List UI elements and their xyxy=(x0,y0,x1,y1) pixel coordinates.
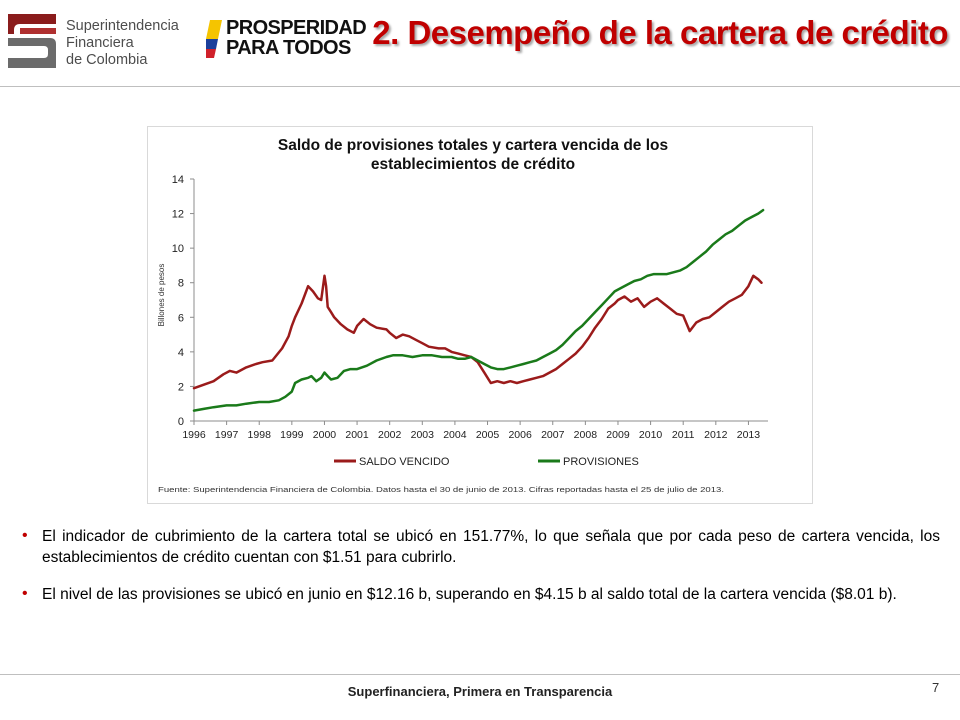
bullet-item: • El nivel de las provisiones se ubicó e… xyxy=(20,584,940,605)
x-tick-label: 2012 xyxy=(704,429,728,441)
x-tick-label: 2001 xyxy=(345,429,369,441)
prosperidad-line-1: PROSPERIDAD xyxy=(226,17,367,39)
x-tick-label: 2003 xyxy=(411,429,435,441)
chart-legend: SALDO VENCIDO PROVISIONES xyxy=(334,456,639,468)
prosperidad-line-2: PARA TODOS xyxy=(226,37,351,59)
chart-title-line-1: Saldo de provisiones totales y cartera v… xyxy=(278,137,668,154)
series-line-saldo-vencido xyxy=(192,274,763,390)
footer-tagline: Superfinanciera, Primera en Transparenci… xyxy=(347,684,613,699)
y-tick-label: 14 xyxy=(172,174,184,186)
x-tick-label: 2007 xyxy=(541,429,565,441)
x-tick-label: 2002 xyxy=(378,429,402,441)
y-tick-label: 2 xyxy=(178,381,184,393)
bullet-text: El nivel de las provisiones se ubicó en … xyxy=(42,586,897,603)
x-tick-label: 2010 xyxy=(639,429,663,441)
series-lines xyxy=(192,208,765,412)
bullet-text: El indicador de cubrimiento de la carter… xyxy=(42,528,940,566)
chart-container: Saldo de provisiones totales y cartera v… xyxy=(147,126,813,504)
y-tick-label: 0 xyxy=(178,416,184,428)
bullet-item: • El indicador de cubrimiento de la cart… xyxy=(20,526,940,568)
bullet-list: • El indicador de cubrimiento de la cart… xyxy=(20,526,940,621)
prosperidad-logo: PROSPERIDAD PARA TODOS xyxy=(206,18,376,60)
line-chart: Saldo de provisiones totales y cartera v… xyxy=(157,137,768,494)
y-tick-label: 4 xyxy=(178,347,184,359)
superintendencia-logo: Superintendencia Financiera de Colombia xyxy=(6,12,196,70)
footer-divider xyxy=(0,674,960,675)
x-tick-label: 2000 xyxy=(313,429,337,441)
x-tick-label: 2008 xyxy=(574,429,598,441)
bullet-icon: • xyxy=(22,527,28,544)
prosperidad-logo-text: PROSPERIDAD PARA TODOS xyxy=(226,17,367,59)
page-number: 7 xyxy=(932,680,940,695)
logo-line-2: Financiera xyxy=(66,35,134,51)
title-divider xyxy=(0,86,960,87)
x-tick-label: 2011 xyxy=(672,429,695,441)
colombia-flag-icon xyxy=(206,20,222,58)
x-tick-label: 2005 xyxy=(476,429,500,441)
y-axis-label: Billones de pesos xyxy=(157,264,166,327)
header: Superintendencia Financiera de Colombia … xyxy=(0,0,960,88)
y-tick-label: 12 xyxy=(172,209,184,221)
y-tick-label: 6 xyxy=(178,312,184,324)
x-tick-label: 1998 xyxy=(248,429,272,441)
x-tick-label: 2009 xyxy=(606,429,630,441)
logo-line-3: de Colombia xyxy=(66,52,148,68)
series-line-provisiones xyxy=(192,208,765,412)
x-tick-label: 1999 xyxy=(280,429,304,441)
bullet-icon: • xyxy=(22,585,28,602)
legend-label-provisiones: PROVISIONES xyxy=(563,456,639,468)
axes: 0 2 4 6 8 10 12 14 1996 1997 1998 1999 2000 2001 2002 2… xyxy=(172,174,768,441)
x-tick-label: 2004 xyxy=(443,429,467,441)
x-tick-label: 2013 xyxy=(737,429,761,441)
x-tick-label: 2006 xyxy=(508,429,532,441)
superintendencia-logo-mark xyxy=(8,14,56,68)
chart-source-note: Fuente: Superintendencia Financiera de C… xyxy=(158,487,724,494)
logo-line-1: Superintendencia xyxy=(66,18,179,34)
x-tick-label: 1996 xyxy=(182,429,206,441)
slide-title: 2. Desempeño de la cartera de crédito xyxy=(372,14,948,51)
x-tick-label: 1997 xyxy=(215,429,239,441)
chart-title-line-2: establecimientos de crédito xyxy=(371,156,575,173)
legend-label-saldo-vencido: SALDO VENCIDO xyxy=(359,456,450,468)
superintendencia-logo-text: Superintendencia Financiera de Colombia xyxy=(66,18,179,69)
y-tick-label: 8 xyxy=(178,278,184,290)
y-tick-label: 10 xyxy=(172,243,184,255)
